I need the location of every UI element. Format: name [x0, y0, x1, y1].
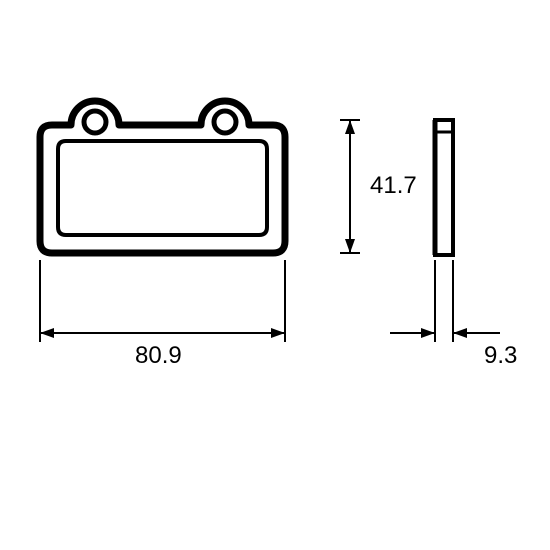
- thickness-dimension-label: 9.3: [484, 342, 517, 370]
- width-dimension-label: 80.9: [135, 342, 182, 370]
- height-dimension-label: 41.7: [370, 172, 417, 200]
